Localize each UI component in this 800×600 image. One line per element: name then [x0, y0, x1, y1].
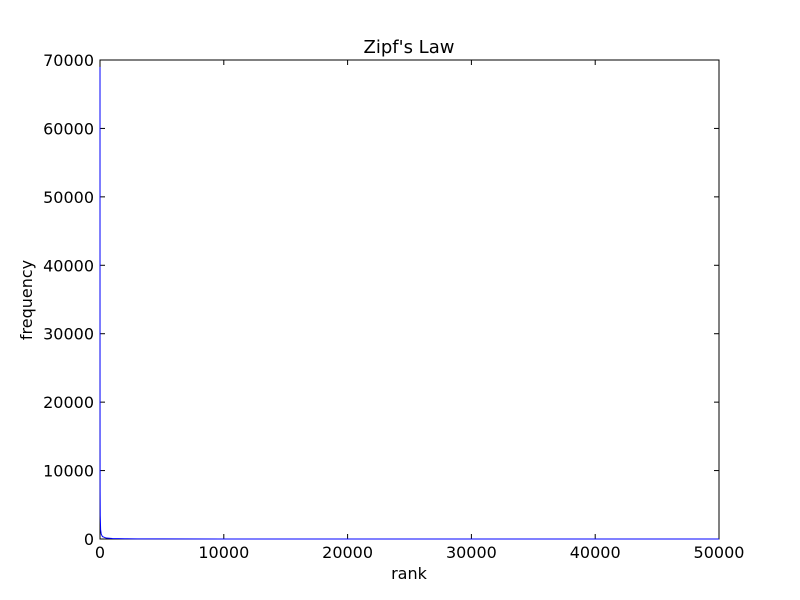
x-tick-label: 50000: [694, 543, 745, 562]
y-tick-label: 40000: [43, 256, 94, 275]
y-tick-label: 60000: [43, 119, 94, 138]
x-tick-label: 40000: [570, 543, 621, 562]
y-axis-ticks: 0 10000 20000 30000 40000 50000 60000 70000: [43, 51, 719, 549]
x-tick-label: 20000: [322, 543, 373, 562]
y-tick-label: 20000: [43, 393, 94, 412]
plot-frame: [99, 59, 720, 540]
x-axis-label: rank: [391, 564, 428, 583]
y-axis-label: frequency: [17, 260, 36, 340]
x-tick-label: 10000: [198, 543, 249, 562]
y-tick-label: 0: [84, 530, 94, 549]
x-tick-label: 30000: [446, 543, 497, 562]
series-layer: [99, 66, 719, 540]
x-tick-label: 0: [95, 543, 105, 562]
chart-title: Zipf's Law: [364, 37, 455, 58]
y-tick-label: 50000: [43, 188, 94, 207]
x-axis-ticks: 0 10000 20000 30000 40000 50000: [95, 60, 745, 562]
y-tick-label: 70000: [43, 51, 94, 70]
y-tick-label: 30000: [43, 325, 94, 344]
plot-area: 0 10000 20000 30000 40000 50000 0 10000 20000 30…: [43, 51, 744, 562]
series-line: [99, 66, 719, 540]
y-tick-label: 10000: [43, 462, 94, 481]
